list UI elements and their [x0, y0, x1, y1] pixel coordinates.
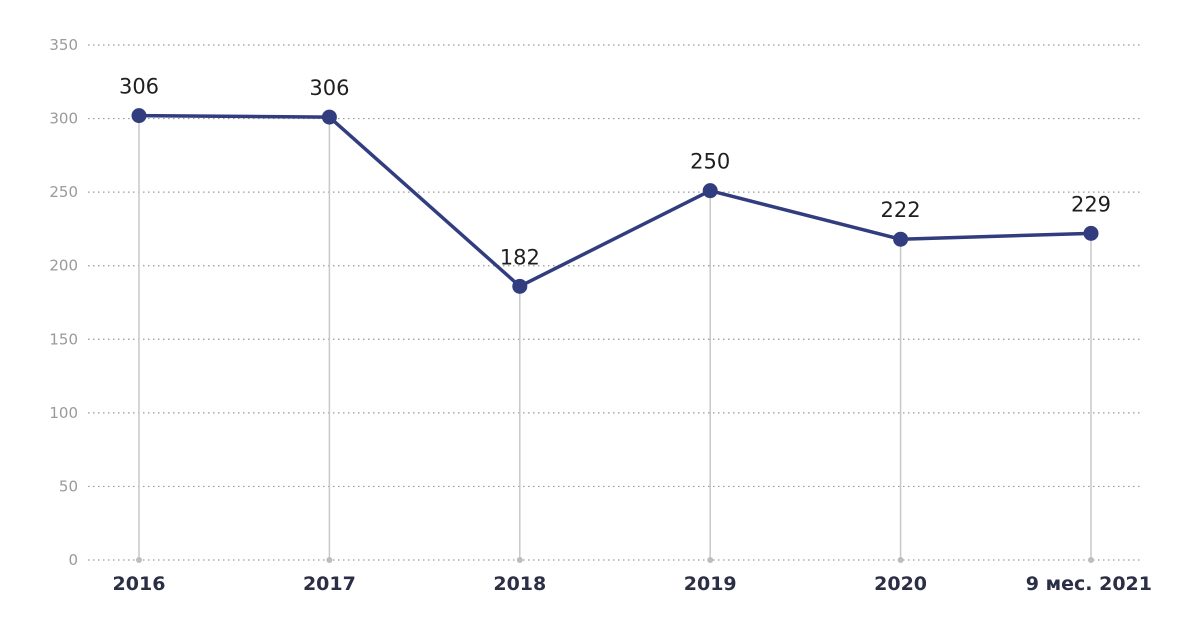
axis-tick-dot: [897, 557, 904, 563]
y-tick-label: 300: [49, 110, 78, 128]
data-label: 306: [309, 76, 349, 100]
x-tick-label: 2016: [113, 573, 166, 595]
x-tick-label: 9 мес. 2021: [1026, 573, 1152, 595]
series-line: [137, 113, 1093, 289]
x-tick-label: 2018: [493, 573, 546, 595]
axis-tick-dot: [136, 557, 142, 563]
data-point: [893, 231, 909, 247]
y-tick-label: 200: [49, 257, 78, 275]
data-point: [702, 183, 718, 199]
y-tick-label: 250: [49, 183, 78, 201]
data-label: 222: [881, 198, 921, 222]
drop-lines: [136, 115, 1094, 563]
data-point: [1083, 225, 1099, 241]
series: [131, 108, 1099, 294]
data-label: 182: [500, 245, 540, 269]
y-tick-label: 350: [49, 36, 78, 54]
y-tick-label: 100: [49, 404, 78, 422]
x-tick-label: 2017: [303, 573, 356, 595]
y-tick-label: 150: [49, 330, 78, 348]
data-label: 306: [119, 75, 159, 99]
x-tick-label: 2020: [874, 573, 927, 595]
gridlines: [88, 44, 1143, 561]
data-label: 229: [1071, 192, 1111, 216]
x-axis-ticks: 2016 2017 2018 2019 2020 9 мес. 2021: [113, 573, 1152, 595]
axis-tick-dot: [707, 557, 714, 563]
y-axis-ticks: 0 50 100 150 200 250 300 350: [49, 36, 78, 569]
data-label: 250: [690, 150, 730, 174]
x-tick-label: 2019: [684, 573, 737, 595]
data-labels: 306 306 182 250 222 229: [119, 75, 1111, 270]
y-tick-label: 0: [68, 551, 78, 569]
y-tick-label: 50: [59, 477, 78, 495]
axis-tick-dot: [326, 557, 333, 563]
data-point: [512, 278, 528, 294]
axis-tick-dot: [1088, 557, 1094, 563]
data-point: [131, 108, 147, 124]
axis-tick-dot: [516, 557, 523, 563]
data-point: [321, 109, 337, 125]
